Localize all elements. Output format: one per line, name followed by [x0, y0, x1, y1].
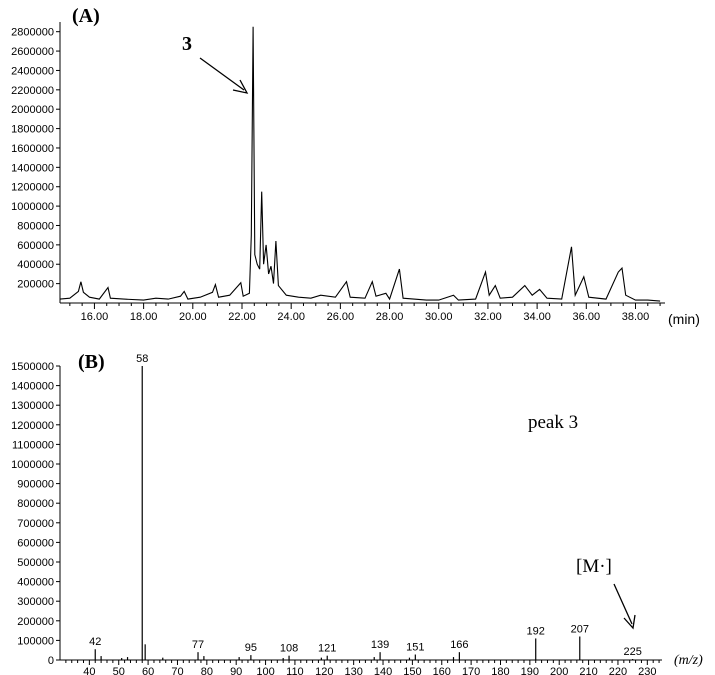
spectrum-peak-label: 225 [623, 646, 641, 658]
y-tick-label: 1600000 [11, 143, 54, 155]
x-tick-label: 110 [286, 666, 304, 675]
spectrum-peak-label: 151 [406, 642, 424, 654]
y-tick-label: 1300000 [11, 400, 54, 412]
molecular-ion-arrow [613, 583, 633, 625]
chromatogram-trace [59, 26, 661, 302]
y-tick-label: 2000000 [11, 104, 54, 116]
y-tick-label: 1200000 [11, 420, 54, 432]
x-tick-label: 190 [521, 666, 539, 675]
x-tick-label: 90 [230, 666, 242, 675]
y-tick-label: 700000 [17, 518, 54, 530]
x-tick-label: 50 [113, 666, 125, 675]
y-tick-label: 1500000 [11, 361, 54, 373]
x-tick-label: 70 [171, 666, 183, 675]
panel-label-b: (B) [78, 351, 105, 373]
peak-annotation-arrow [199, 57, 245, 91]
x-axis-label-a: (min) [668, 311, 700, 327]
y-tick-label: 600000 [17, 537, 54, 549]
spectrum-peak-label: 108 [280, 643, 298, 655]
x-tick-label: 200 [550, 666, 568, 675]
panel-label-a: (A) [72, 5, 100, 27]
spectrum-peaks: 42 58 77 95 108 121 139 151 166 192 207 225 [89, 353, 642, 660]
y-tick-label: 1000000 [11, 201, 54, 213]
peak-name-annotation: peak 3 [528, 412, 578, 433]
y-tick-label: 2600000 [11, 46, 54, 58]
spectrum-peak-label: 95 [245, 642, 257, 654]
spectrum-peak-label: 58 [136, 353, 148, 365]
peak-annotation-label: 3 [182, 33, 192, 55]
x-tick-label: 16.00 [81, 311, 109, 323]
y-tick-label: 400000 [17, 259, 54, 271]
spectrum-peak-label: 42 [89, 636, 101, 648]
y-tick-label: 800000 [17, 220, 54, 232]
x-tick-label: 22.00 [228, 311, 256, 323]
spectrum-peak-label: 166 [450, 639, 468, 651]
y-tick-label: 200000 [17, 279, 54, 291]
y-ticks-a: 200000 400000 600000 800000 1000000 1200000 14… [11, 27, 60, 291]
y-ticks-b: 0 100000 200000 300000 400000 500000 600000 700… [11, 361, 60, 667]
x-tick-label: 100 [256, 666, 274, 675]
y-tick-label: 2200000 [11, 85, 54, 97]
x-tick-label: 60 [142, 666, 154, 675]
spectrum-peak-label: 77 [192, 639, 204, 651]
y-tick-label: 2800000 [11, 27, 54, 39]
y-tick-label: 1100000 [12, 439, 54, 451]
y-tick-label: 900000 [17, 479, 54, 491]
x-tick-label: 160 [433, 666, 451, 675]
peak-annotation-arrowhead [232, 79, 249, 94]
y-tick-label: 600000 [17, 240, 54, 252]
x-tick-label: 24.00 [277, 311, 305, 323]
x-tick-label: 40 [83, 666, 95, 675]
y-tick-label: 1400000 [11, 381, 54, 393]
x-tick-label: 210 [579, 666, 597, 675]
y-tick-label: 1200000 [11, 182, 54, 194]
molecular-ion-label: [M·] [576, 556, 612, 577]
x-tick-label: 38.00 [622, 311, 650, 323]
x-tick-label: 150 [403, 666, 421, 675]
spectrum-peak-label: 192 [527, 625, 545, 637]
y-tick-label: 100000 [17, 635, 54, 647]
y-tick-label: 1000000 [11, 459, 54, 471]
spectrum-peak-label: 121 [318, 643, 336, 655]
x-tick-label: 28.00 [376, 311, 404, 323]
x-tick-label: 140 [374, 666, 392, 675]
y-tick-label: 1400000 [11, 162, 54, 174]
x-tick-label: 130 [344, 666, 362, 675]
x-tick-label: 180 [491, 666, 509, 675]
y-tick-label: 500000 [17, 557, 54, 569]
y-tick-label: 2400000 [11, 65, 54, 77]
x-tick-label: 26.00 [327, 311, 355, 323]
x-tick-label: 20.00 [179, 311, 207, 323]
molecular-ion-arrowhead [623, 614, 636, 630]
y-tick-label: 200000 [17, 616, 54, 628]
x-tick-label: 220 [609, 666, 627, 675]
x-tick-label: 170 [462, 666, 480, 675]
x-ticks-b: 40 50 60 70 80 90 100 110 120 130 140 150 160 170 180 1… [65, 660, 660, 675]
x-ticks-a: 16.00 18.00 20.00 22.00 24.00 26.00 28.00 30.00… [69, 303, 661, 323]
x-tick-label: 18.00 [130, 311, 158, 323]
x-axis-label-b: (m/z) [674, 653, 703, 668]
mass-spectrum-panel: (B) 0 100000 200000 300000 400000 500000 60000… [11, 351, 703, 675]
x-tick-label: 230 [638, 666, 656, 675]
x-tick-label: 32.00 [474, 311, 502, 323]
y-tick-label: 400000 [17, 577, 54, 589]
y-tick-label: 800000 [17, 498, 54, 510]
y-tick-label: 1800000 [11, 124, 54, 136]
x-tick-label: 120 [315, 666, 333, 675]
x-tick-label: 34.00 [523, 311, 551, 323]
x-tick-label: 36.00 [573, 311, 601, 323]
x-tick-label: 80 [201, 666, 213, 675]
chromatogram-panel: (A) 200000 400000 600000 800000 1000000 12000… [11, 5, 700, 327]
y-tick-label: 0 [48, 655, 54, 667]
spectrum-peak-label: 139 [371, 639, 389, 651]
spectrum-peak-label: 207 [571, 623, 589, 635]
x-tick-label: 30.00 [425, 311, 453, 323]
y-tick-label: 300000 [17, 596, 54, 608]
